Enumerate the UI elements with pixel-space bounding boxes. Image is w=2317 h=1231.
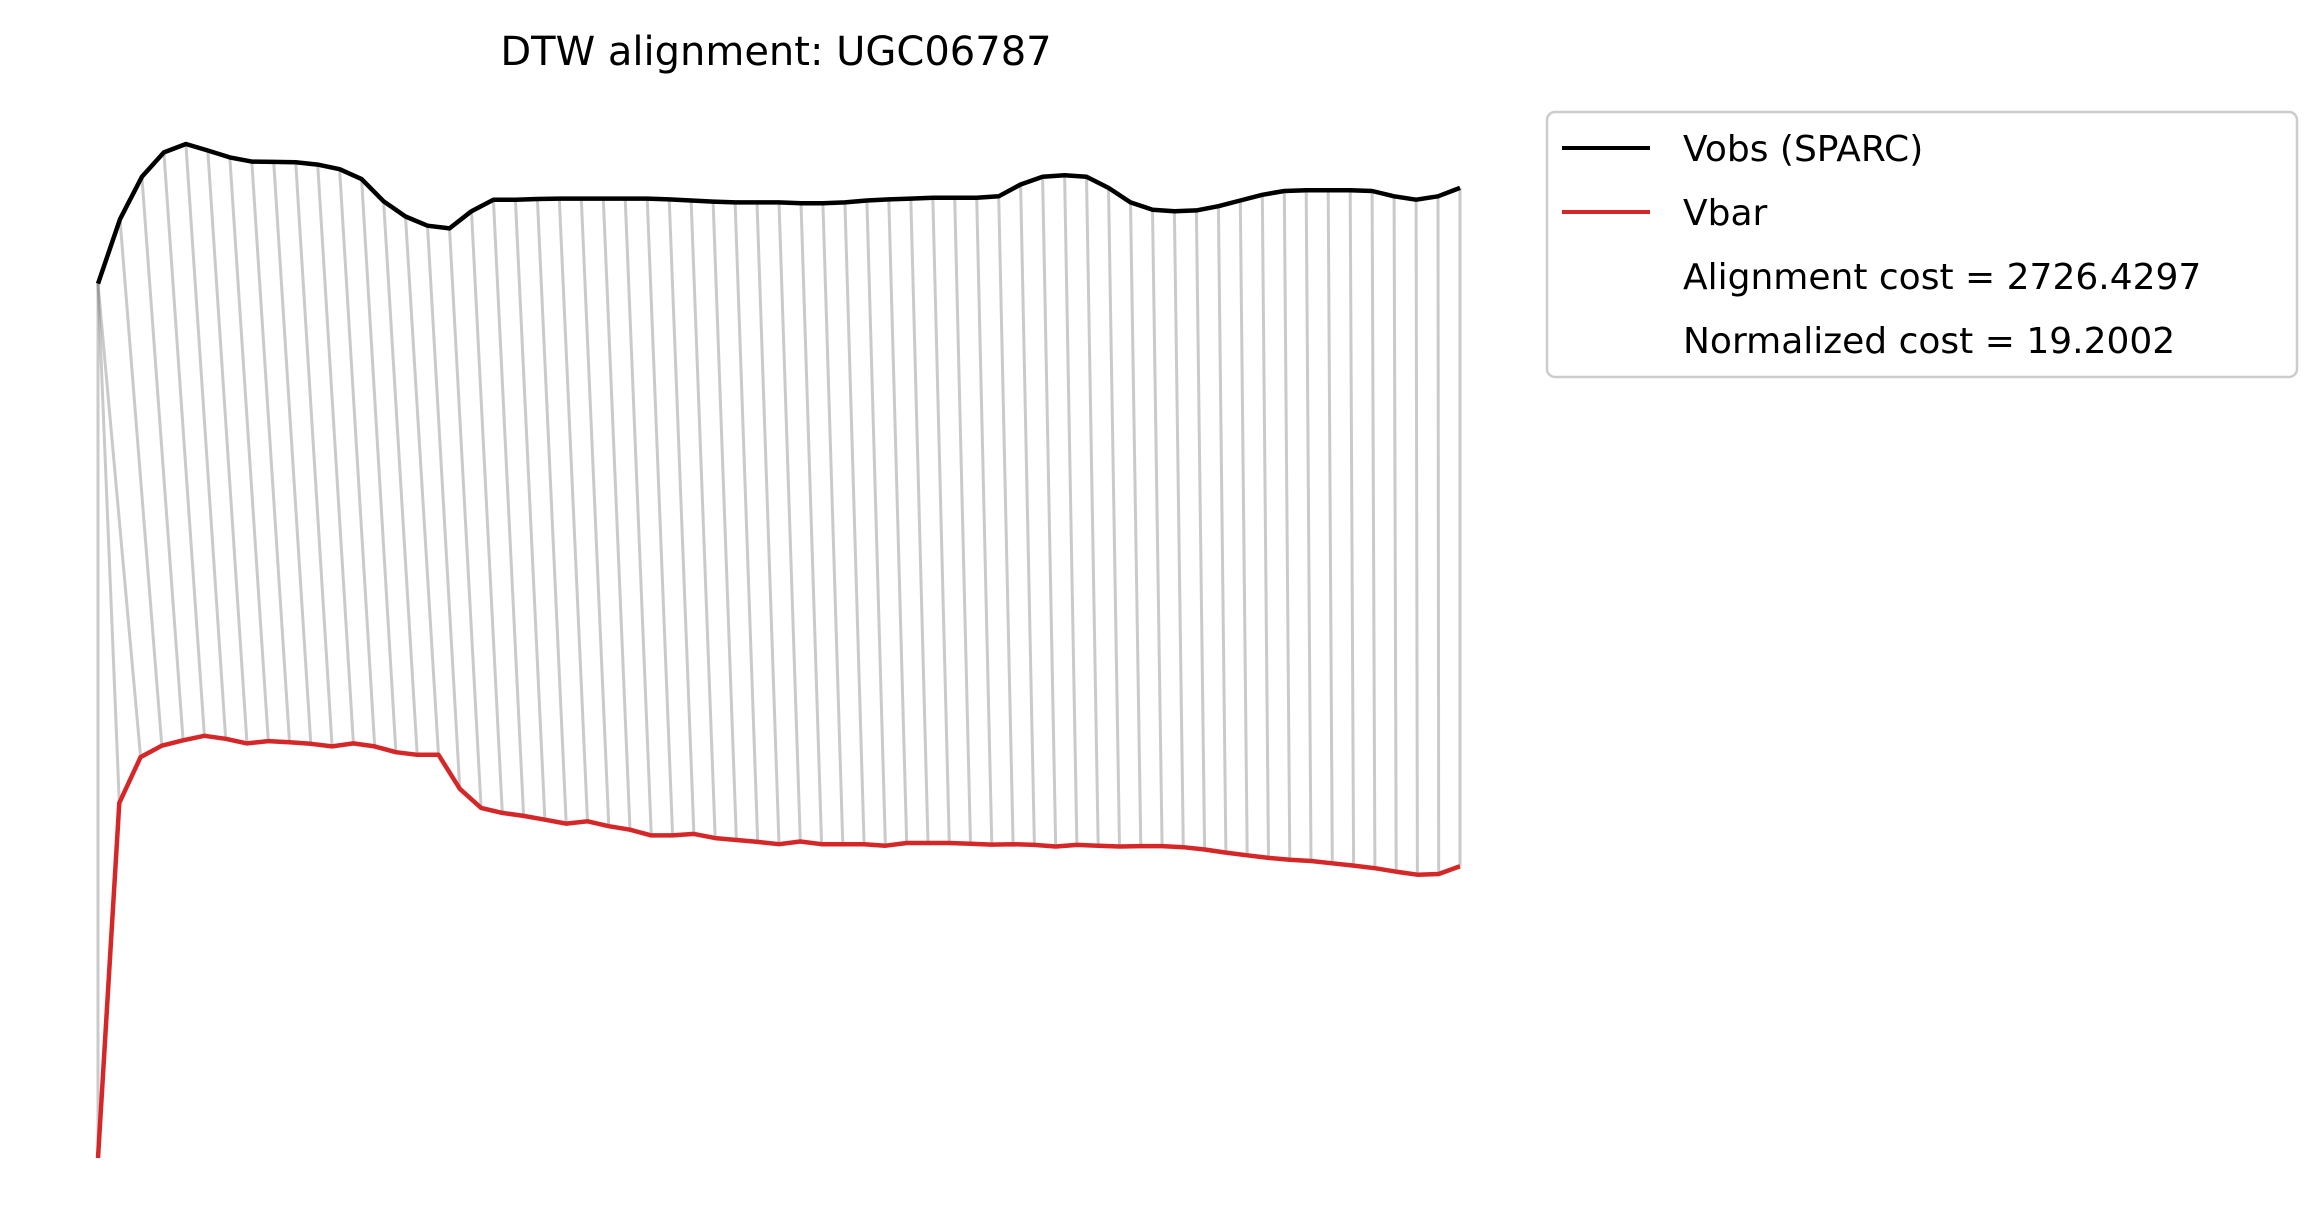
alignment-line	[1282, 190, 1292, 860]
alignment-line	[931, 197, 951, 844]
vobs-line	[95, 141, 1461, 285]
alignment-line	[689, 200, 717, 839]
alignment-line	[316, 164, 355, 744]
alignment-line	[623, 198, 653, 836]
alignment-line	[601, 198, 632, 830]
alignment-line	[1085, 176, 1100, 846]
alignment-line	[1348, 190, 1356, 866]
alignment-line	[1019, 184, 1036, 845]
legend-label-vobs: Vobs (SPARC)	[1683, 129, 1923, 170]
alignment-line	[96, 283, 121, 803]
alignment-line	[294, 162, 334, 747]
legend: Vobs (SPARC) Vbar Alignment cost = 2726.…	[1545, 110, 2299, 379]
alignment-line	[404, 216, 440, 755]
alignment-line	[1304, 190, 1313, 862]
alignment-line	[470, 211, 504, 813]
alignment-line	[184, 143, 228, 739]
alignment-line	[162, 152, 206, 736]
legend-frame	[1545, 110, 2299, 379]
alignment-line	[733, 202, 760, 842]
alignment-line	[953, 197, 972, 844]
alignment-line	[821, 203, 845, 845]
alignment-line	[755, 202, 781, 845]
alignment-line	[865, 200, 887, 846]
alignment-line	[272, 161, 313, 744]
legend-normalized-cost: Normalized cost = 19.2002	[1683, 321, 2175, 362]
alignment-line	[426, 225, 462, 789]
alignment-line	[711, 201, 738, 841]
alignment-line	[1129, 202, 1143, 847]
alignment-line	[777, 202, 802, 842]
alignment-line	[338, 169, 377, 747]
alignment-line	[96, 283, 143, 758]
alignment-line	[1436, 196, 1441, 875]
alignment-line	[799, 203, 824, 845]
alignment-line	[667, 199, 696, 834]
alignment-line	[1041, 176, 1058, 847]
alignment-line	[997, 196, 1015, 845]
chart-title: DTW alignment: UGC06787	[500, 29, 1051, 75]
alignment-line	[1238, 200, 1249, 856]
alignment-line	[491, 199, 526, 816]
legend-alignment-cost: Alignment cost = 2726.4297	[1683, 257, 2201, 298]
alignment-line	[206, 150, 249, 744]
alignment-line	[1260, 194, 1270, 858]
alignment-line	[360, 179, 398, 753]
alignment-line	[1392, 196, 1398, 872]
alignment-line	[843, 202, 866, 845]
alignment-line	[579, 198, 611, 827]
alignment-line	[909, 198, 930, 844]
legend-label-vbar: Vbar	[1683, 193, 1768, 234]
alignment-line	[1107, 187, 1121, 847]
alignment-line	[250, 161, 291, 743]
alignment-line	[140, 176, 185, 741]
alignment-line	[1216, 206, 1228, 853]
alignment-line	[1063, 175, 1079, 845]
series-layer	[95, 141, 1461, 1159]
alignment-line	[1326, 190, 1334, 864]
alignment-line	[228, 157, 270, 742]
alignment-line	[1414, 199, 1419, 875]
alignment-line	[513, 199, 547, 820]
alignment-lines	[96, 143, 1462, 1158]
alignment-line	[448, 228, 483, 808]
alignment-line	[1172, 211, 1185, 848]
alignment-line	[645, 198, 675, 836]
alignment-line	[535, 198, 568, 824]
vbar-line	[95, 733, 1461, 1159]
alignment-line	[1194, 210, 1207, 850]
alignment-line	[1151, 209, 1164, 847]
alignment-line	[382, 201, 419, 755]
alignment-line	[118, 219, 164, 746]
alignment-line	[557, 198, 589, 822]
alignment-line	[1370, 190, 1377, 869]
alignment-line	[887, 199, 909, 844]
alignment-line	[975, 197, 994, 845]
